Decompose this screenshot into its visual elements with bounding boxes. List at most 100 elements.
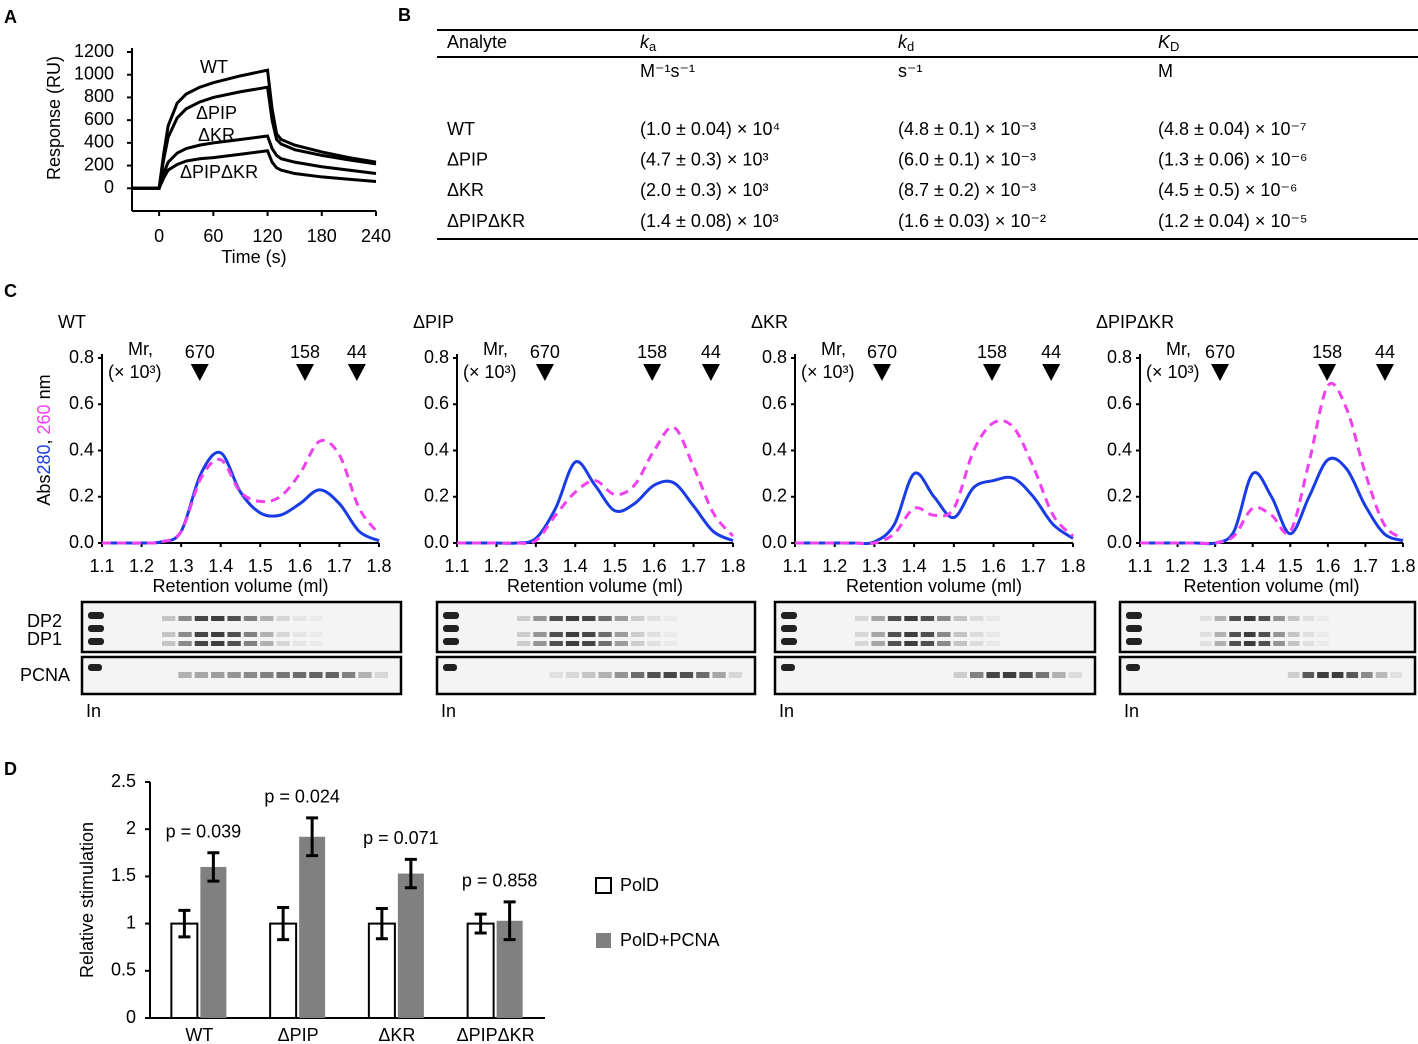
gel-band bbox=[647, 616, 661, 621]
size-marker bbox=[1042, 364, 1061, 381]
data-line bbox=[101, 439, 381, 545]
gel-band bbox=[1302, 641, 1315, 646]
gel-band bbox=[162, 616, 176, 621]
gel-band bbox=[598, 641, 612, 646]
y-tick-label: 1200 bbox=[74, 41, 114, 61]
marker-caption: Mr, bbox=[1166, 339, 1191, 359]
gel-band bbox=[276, 632, 290, 637]
chart-title: ΔKR bbox=[751, 312, 788, 332]
gel-band bbox=[1317, 641, 1329, 646]
gel-band bbox=[292, 632, 307, 637]
size-marker bbox=[1375, 364, 1394, 381]
panel-label: B bbox=[398, 5, 411, 25]
x-tick-label: 1.6 bbox=[981, 556, 1006, 576]
gel-band bbox=[549, 632, 563, 637]
gel-band bbox=[953, 632, 967, 637]
gel-band bbox=[920, 616, 935, 621]
x-tick-label: 1.7 bbox=[681, 556, 706, 576]
y-label-part: 260 bbox=[34, 404, 54, 434]
x-tick-label: 1.7 bbox=[1353, 556, 1378, 576]
error-bar bbox=[375, 906, 388, 941]
gel-band bbox=[443, 625, 459, 632]
gel-row-label: DP2 bbox=[27, 611, 62, 631]
table-cell: (1.0 ± 0.04) × 10⁴ bbox=[640, 119, 780, 139]
marker-caption: (× 10³) bbox=[108, 362, 162, 382]
y-tick-label: 0.0 bbox=[69, 532, 94, 552]
marker-caption: Mr, bbox=[821, 339, 846, 359]
gel-band bbox=[937, 632, 951, 637]
gel-band bbox=[986, 641, 1000, 646]
x-tick-label: 1.3 bbox=[169, 556, 194, 576]
bar bbox=[299, 836, 326, 1018]
gel-band bbox=[1200, 641, 1212, 646]
gel-input-label: In bbox=[441, 701, 456, 721]
table-cell: ΔKR bbox=[447, 180, 484, 200]
y-axis-label: Relative stimulation bbox=[77, 822, 97, 978]
gel-band bbox=[1375, 672, 1388, 678]
marker-caption: (× 10³) bbox=[463, 362, 517, 382]
gel-band bbox=[614, 672, 628, 678]
y-tick-label: 0.0 bbox=[424, 532, 449, 552]
y-tick-label: 0.2 bbox=[762, 486, 787, 506]
gel-band bbox=[614, 616, 628, 621]
gel-band bbox=[663, 672, 677, 678]
gel-frame bbox=[80, 655, 403, 696]
gel-band bbox=[1302, 616, 1315, 621]
y-tick-label: 0.2 bbox=[1107, 486, 1132, 506]
x-axis-label: Retention volume (ml) bbox=[152, 576, 328, 596]
gel-band bbox=[565, 672, 580, 678]
x-tick-label: 1.4 bbox=[563, 556, 588, 576]
y-tick-label: 0 bbox=[104, 177, 114, 197]
y-tick-label: 0.6 bbox=[424, 393, 449, 413]
table-cell: (8.7 ± 0.2) × 10⁻³ bbox=[898, 180, 1036, 200]
gel-band bbox=[970, 632, 984, 637]
gel-band bbox=[781, 638, 797, 645]
x-tick-label: 1.3 bbox=[862, 556, 887, 576]
gel-band bbox=[1258, 641, 1271, 646]
x-tick-label: ΔKR bbox=[378, 1025, 415, 1044]
gel-band bbox=[533, 616, 547, 621]
gel-band bbox=[194, 672, 209, 678]
table-cell: WT bbox=[447, 119, 475, 139]
y-label-part: nm bbox=[34, 374, 54, 404]
table-cell: (1.6 ± 0.03) × 10⁻² bbox=[898, 211, 1046, 231]
gel-band bbox=[1273, 632, 1285, 637]
legend-label: PolD bbox=[620, 875, 659, 895]
marker-caption: Mr, bbox=[128, 339, 153, 359]
gel-band bbox=[1002, 672, 1017, 678]
gel-band bbox=[1273, 616, 1285, 621]
gel-band bbox=[260, 672, 274, 678]
x-axis-label: Retention volume (ml) bbox=[1183, 576, 1359, 596]
gel-band bbox=[517, 616, 531, 621]
x-tick-label: ΔPIP bbox=[278, 1025, 319, 1044]
gel-frame bbox=[1118, 655, 1417, 696]
data-line bbox=[1139, 456, 1404, 546]
gel-band bbox=[663, 616, 677, 621]
size-marker-label: 670 bbox=[867, 342, 897, 362]
gel-band bbox=[517, 632, 531, 637]
y-tick-label: 0 bbox=[126, 1007, 136, 1027]
x-tick-label: 1.4 bbox=[1240, 556, 1265, 576]
gel-band bbox=[1019, 672, 1033, 678]
gel-band bbox=[663, 632, 677, 637]
gel-band bbox=[325, 672, 339, 678]
gel-band bbox=[260, 616, 274, 621]
gel-band bbox=[1126, 625, 1142, 632]
size-marker bbox=[190, 364, 209, 381]
gel-band bbox=[276, 672, 290, 678]
gel-band bbox=[582, 632, 596, 637]
gel-band bbox=[904, 616, 918, 621]
size-marker-label: 158 bbox=[1312, 342, 1342, 362]
gel-band bbox=[227, 632, 241, 637]
gel-band bbox=[887, 641, 902, 646]
gel-band bbox=[533, 641, 547, 646]
table-cell: (4.7 ± 0.3) × 10³ bbox=[640, 149, 768, 169]
x-tick-label: 1.5 bbox=[1278, 556, 1303, 576]
size-marker bbox=[982, 364, 1001, 381]
gel-band bbox=[582, 641, 596, 646]
gel-band bbox=[679, 672, 694, 678]
table-cell: ΔPIPΔKR bbox=[447, 211, 525, 231]
gel-band bbox=[970, 641, 984, 646]
data-line bbox=[794, 419, 1075, 546]
error-bar bbox=[277, 906, 290, 942]
